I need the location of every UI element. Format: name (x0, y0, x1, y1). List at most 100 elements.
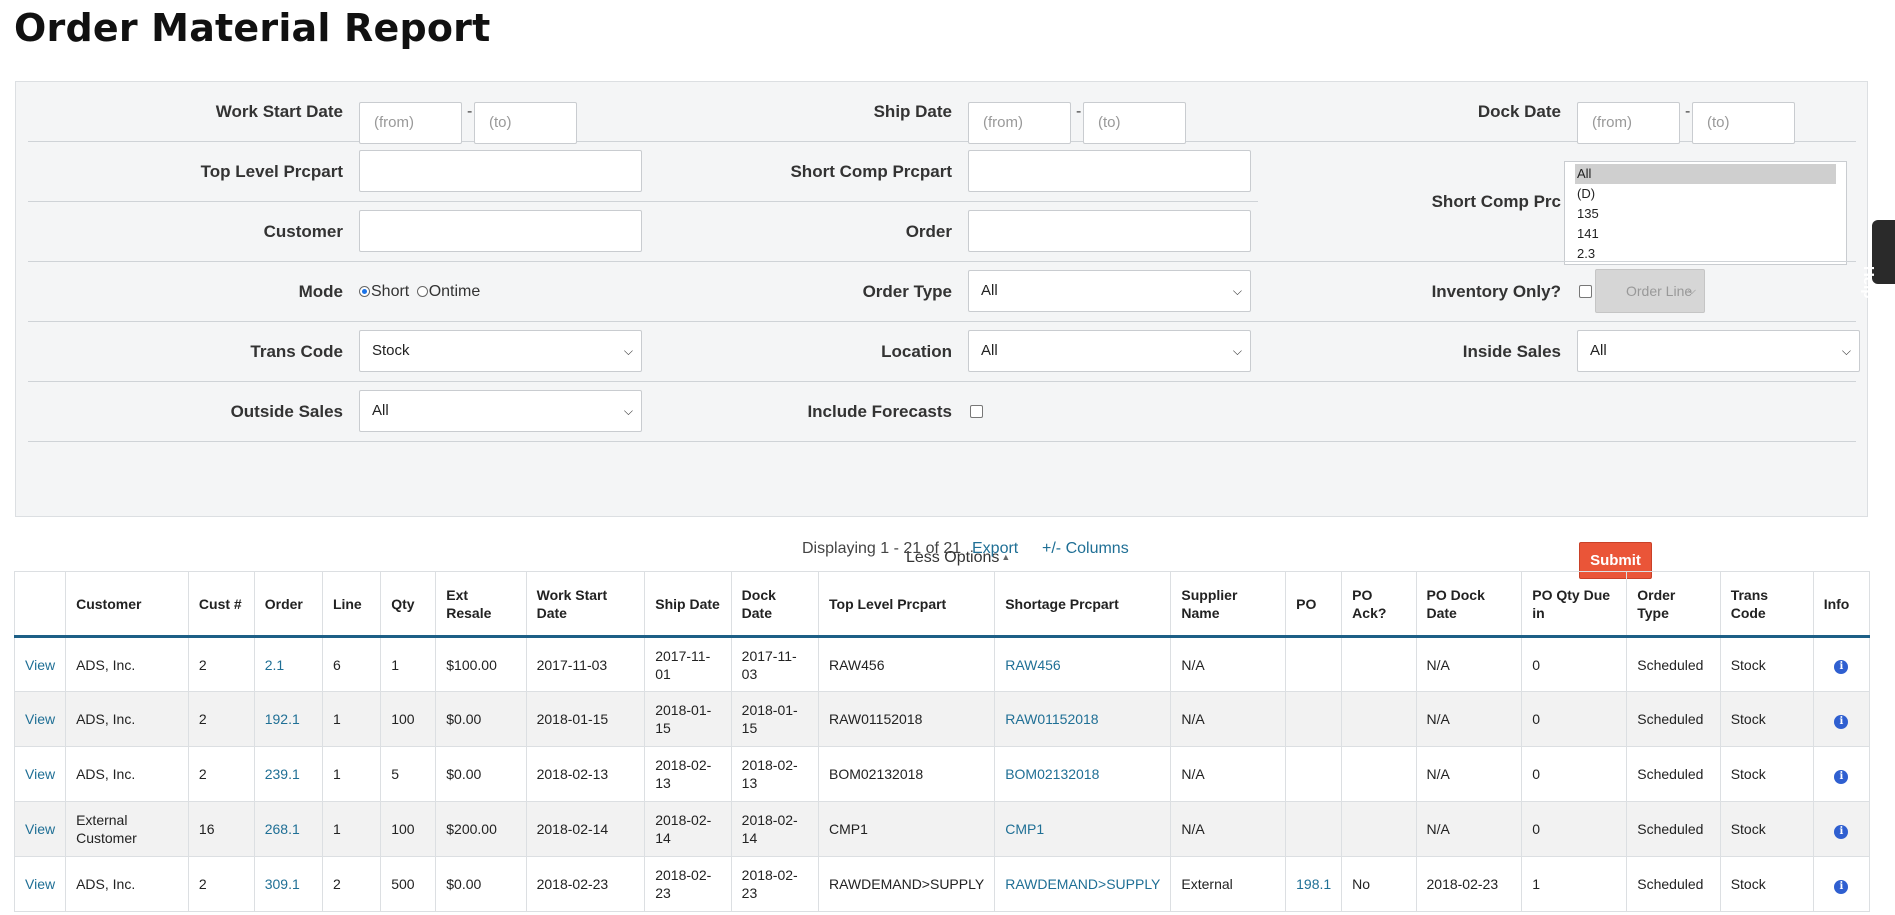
column-header[interactable]: Shortage Prcpart (994, 571, 1171, 638)
view-link[interactable]: View (25, 766, 56, 782)
shortage-prcpart-link[interactable]: RAWDEMAND>SUPPLY (1005, 876, 1161, 892)
order-link[interactable]: 2.1 (264, 656, 285, 673)
column-header[interactable]: Order Type (1626, 571, 1721, 638)
columns-toggle-link[interactable]: +/- Columns (1042, 540, 1129, 558)
column-header[interactable]: Qty (380, 571, 436, 638)
info-icon[interactable]: i (1834, 879, 1849, 894)
cell-top-level-prcpart: RAWDEMAND>SUPPLY (829, 876, 985, 892)
listbox-option[interactable]: All (1575, 164, 1836, 184)
table-cell: 0 (1521, 746, 1627, 802)
report-table: Customer Cust # Order Line Qty Ext Resal… (13, 571, 1871, 912)
column-header[interactable]: Line (321, 571, 381, 638)
order-type-select[interactable]: All ⌵ (968, 270, 1251, 312)
filter-row-customer-order: Customer Order (28, 202, 1856, 262)
table-cell: 2018-01-15 (525, 691, 645, 747)
filter-row-trans: Trans Code Stock ⌵ Location All ⌵ Inside S… (28, 322, 1860, 382)
column-header[interactable]: Ext Resale (435, 571, 527, 638)
info-icon[interactable]: i (1834, 660, 1849, 674)
column-header[interactable] (13, 571, 66, 638)
order-link[interactable]: 309.1 (264, 876, 300, 892)
cell-top-level-prcpart: RAW01152018 (829, 711, 923, 727)
view-link[interactable]: View (25, 711, 56, 727)
table-cell: 1 (1521, 856, 1627, 912)
inventory-only-checkbox[interactable] (1579, 285, 1592, 298)
order-link[interactable]: 239.1 (264, 766, 300, 782)
short-comp-prc-listbox[interactable]: All (D) 135 141 2.3 (1564, 161, 1847, 265)
view-link[interactable]: View (25, 876, 56, 892)
info-icon[interactable]: i (1834, 769, 1849, 784)
cell-dock-date: 2017-11-03 (741, 647, 797, 682)
mode-ontime-label: Ontime (428, 283, 481, 300)
info-icon[interactable]: i (1834, 824, 1849, 839)
column-header[interactable]: Order (253, 571, 323, 638)
ship-date-to-input[interactable]: (to) (1083, 102, 1186, 144)
inside-sales-select[interactable]: All ⌵ (1577, 330, 1860, 372)
mode-short-radio[interactable] (359, 286, 370, 297)
column-header[interactable]: PO Dock Date (1415, 571, 1522, 638)
cell-supplier-name: N/A (1181, 656, 1205, 673)
shortage-prcpart-link[interactable]: BOM02132018 (1005, 766, 1100, 782)
work-start-date-to-input[interactable]: (to) (474, 102, 577, 144)
view-link[interactable]: View (25, 821, 56, 837)
column-header[interactable]: Supplier Name (1170, 571, 1286, 638)
order-input[interactable] (968, 210, 1251, 252)
table-cell: N/A (1170, 746, 1286, 802)
listbox-option[interactable]: 141 (1577, 226, 1599, 241)
include-forecasts-label: Include Forecasts (807, 402, 952, 421)
table-row: View ADS, Inc. 2 239.1 1 5 $0.00 2018-02-13 2018… (13, 746, 1871, 802)
shortage-prcpart-link[interactable]: RAW456 (1005, 656, 1061, 673)
column-header[interactable]: Ship Date (644, 571, 732, 638)
listbox-option[interactable]: 135 (1577, 206, 1599, 221)
table-cell: N/A (1170, 636, 1286, 692)
mode-ontime-radio[interactable] (416, 286, 428, 297)
table-cell: RAW456 (817, 636, 995, 692)
column-header[interactable]: Top Level Prcpart (817, 571, 995, 638)
dock-date-to-input[interactable]: (to) (1692, 102, 1795, 144)
column-header[interactable]: Work Start Date (525, 571, 645, 638)
cell-order-type: Scheduled (1637, 876, 1704, 892)
cell-po-dock-date: N/A (1426, 821, 1450, 837)
ship-date-label: Ship Date (873, 102, 952, 121)
table-cell: 0 (1521, 801, 1627, 857)
cell-customer: ADS, Inc. (76, 656, 136, 673)
top-level-prcpart-input[interactable] (359, 150, 642, 192)
column-header[interactable]: Customer (65, 571, 189, 638)
column-header[interactable]: PO Ack? (1341, 571, 1416, 638)
column-header[interactable]: Trans Code (1719, 571, 1814, 638)
export-link-text[interactable]: Export (972, 540, 1019, 557)
table-cell: 2018-02-23 (525, 856, 645, 912)
outside-sales-select[interactable]: All ⌵ (359, 390, 642, 432)
order-link[interactable]: 268.1 (264, 821, 300, 837)
listbox-option[interactable]: (D) (1577, 186, 1596, 201)
cell-work-start-date: 2018-02-14 (536, 821, 609, 837)
view-link[interactable]: View (25, 656, 56, 673)
column-header[interactable]: PO (1285, 571, 1342, 638)
ship-date-from-input[interactable]: (from) (968, 102, 1071, 144)
cell-ext-resale: $0.00 (446, 766, 482, 782)
help-tab[interactable]: Help (1860, 220, 1895, 299)
shortage-prcpart-link[interactable]: CMP1 (1005, 821, 1045, 837)
columns-toggle-text[interactable]: +/- Columns (1042, 540, 1129, 557)
short-comp-prcpart-input[interactable] (968, 150, 1251, 192)
dock-date-from-input[interactable]: (from) (1577, 102, 1680, 144)
work-start-date-from-input[interactable]: (from) (359, 102, 462, 144)
listbox-option[interactable]: 2.3 (1577, 246, 1596, 261)
info-icon[interactable]: i (1834, 714, 1849, 729)
cell-cust-number: 2 (198, 876, 207, 892)
table-cell: 2 (187, 856, 255, 912)
column-header[interactable]: Cust # (187, 571, 255, 638)
column-header[interactable]: Info (1812, 571, 1871, 638)
cell-trans-code: Stock (1730, 766, 1766, 782)
trans-code-select[interactable]: Stock ⌵ (359, 330, 642, 372)
order-link[interactable]: 192.1 (264, 711, 300, 727)
po-link[interactable]: 198.1 (1296, 876, 1332, 892)
shortage-prcpart-link[interactable]: RAW01152018 (1005, 711, 1099, 727)
column-header[interactable]: PO Qty Due in (1521, 571, 1627, 638)
column-header[interactable]: Dock Date (730, 571, 819, 638)
customer-input[interactable] (359, 210, 642, 252)
table-cell: 100 (380, 801, 436, 857)
include-forecasts-checkbox[interactable] (970, 405, 983, 418)
location-select[interactable]: All ⌵ (968, 330, 1251, 372)
less-options-link[interactable]: Less Options ▲ (906, 549, 1010, 567)
export-link[interactable]: Export (972, 540, 1018, 558)
